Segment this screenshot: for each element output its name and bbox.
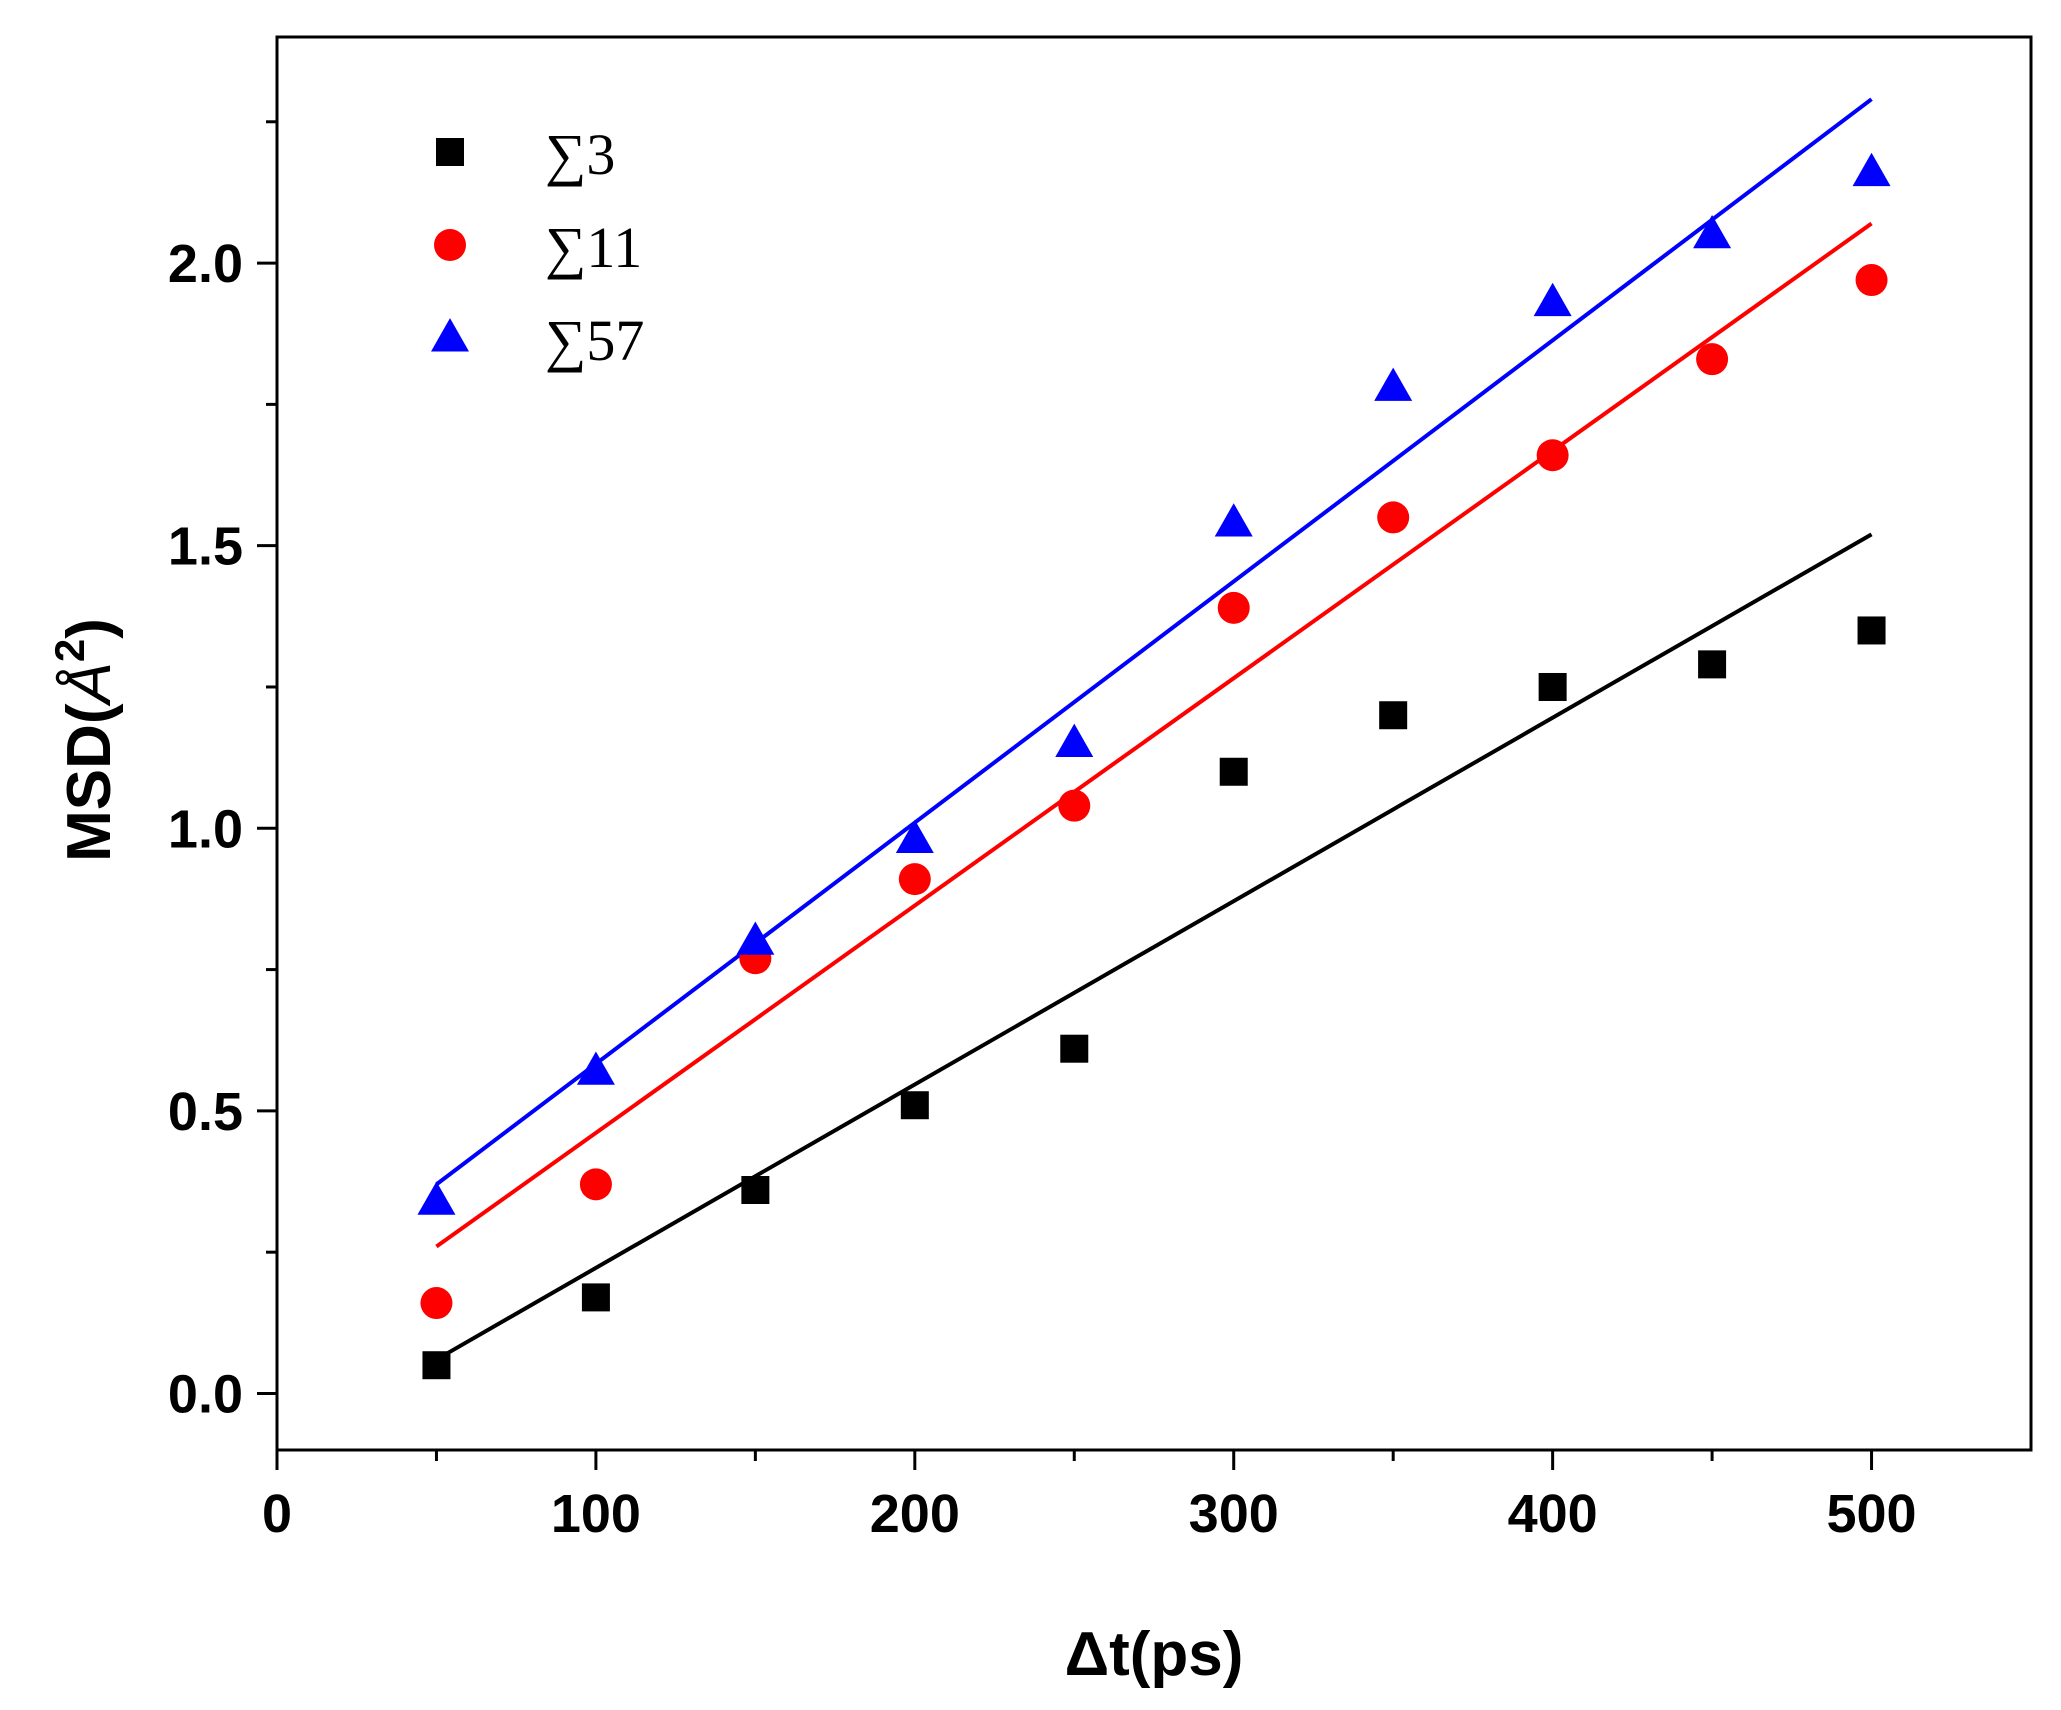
legend-label-series-1: ∑11 [545,215,642,280]
legend: ∑3 ∑11 ∑57 [431,122,644,373]
data-point-series-1 [1377,501,1410,534]
data-point-series-2 [1214,503,1253,537]
data-point-series-0 [422,1351,451,1380]
y-axis-title: MSD(Å2) [46,618,124,862]
data-point-series-0 [741,1176,770,1205]
fit-line-layer [435,97,1873,1362]
data-point-series-1 [420,1287,453,1320]
data-point-series-2 [1852,152,1891,187]
x-tick-label: 400 [1508,1484,1598,1544]
legend-label-series-0: ∑3 [545,122,615,187]
legend-label-series-2: ∑57 [545,308,644,373]
x-tick-label: 0 [262,1484,292,1544]
data-point-series-2 [736,921,775,955]
data-point-series-1 [1058,789,1091,822]
fit-line-series-2 [435,97,1873,1186]
data-point-series-2 [895,819,934,854]
y-axis-title-exponent: 2 [46,639,93,662]
data-point-series-1 [1217,591,1250,624]
y-tick-label: 0.5 [168,1082,243,1142]
data-point-series-1 [1696,343,1729,376]
x-tick-label: 100 [551,1484,641,1544]
y-tick-label: 1.0 [168,799,243,859]
data-point-series-0 [581,1283,610,1312]
data-point-series-2 [1374,367,1413,401]
y-tick-label: 0.0 [168,1364,243,1424]
data-point-series-2 [1693,214,1732,249]
data-point-series-1 [1536,439,1569,472]
data-point-series-1 [579,1168,612,1201]
fit-line-series-1 [435,221,1873,1249]
legend-marker-series-1 [434,229,466,261]
data-point-series-2 [1533,282,1572,317]
data-point-series-0 [1060,1034,1089,1063]
plot-frame [275,35,2033,1452]
legend-marker-series-0 [436,138,464,166]
data-point-series-0 [1538,672,1567,701]
data-point-series-2 [576,1051,615,1085]
data-point-series-0 [1379,701,1408,730]
data-point-series-2 [1055,723,1094,757]
x-tick-label: 500 [1826,1484,1916,1544]
y-tick-label: 2.0 [168,234,243,294]
x-tick-label: 300 [1189,1484,1279,1544]
axis-tick-layer: 0 100 200 300 400 500 0.0 0.5 1.0 1.5 2.0 [168,234,1917,1544]
legend-marker-series-2 [431,318,469,352]
minor-tick-layer [266,120,1714,1461]
data-point-series-0 [1857,616,1886,645]
fit-line-series-0 [435,532,1873,1362]
data-point-series-0 [1698,650,1727,679]
y-tick-label: 1.5 [168,517,243,577]
data-point-series-1 [898,863,931,896]
x-axis-title: Δt(ps) [1065,1620,1244,1689]
y-axis-title-unit: Å [55,662,124,707]
data-point-series-2 [417,1181,456,1215]
data-point-series-1 [1855,264,1888,297]
y-axis-title-close: ) [55,618,124,639]
y-axis-title-main: MSD( [55,703,124,862]
data-point-series-0 [900,1091,929,1120]
x-tick-label: 200 [870,1484,960,1544]
data-point-series-0 [1219,757,1248,786]
data-marker-layer [417,152,1891,1380]
